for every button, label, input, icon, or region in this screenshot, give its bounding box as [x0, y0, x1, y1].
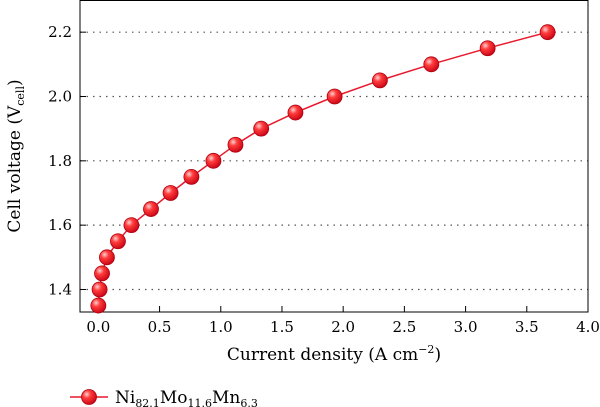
- data-point: [94, 265, 110, 282]
- x-tick-label: 1.0: [209, 318, 233, 336]
- y-axis-title: Cell voltage (Vcell): [5, 79, 27, 232]
- data-point: [423, 56, 440, 73]
- data-point: [539, 24, 556, 41]
- x-axis-title-main: Current density (A cm: [227, 345, 418, 365]
- legend-label-element: Ni: [115, 388, 136, 407]
- y-axis: 1.4 1.6 1.8 2.0 2.2: [48, 23, 86, 298]
- y-tick-label: 1.4: [48, 280, 72, 298]
- data-point: [123, 217, 140, 234]
- data-point: [90, 297, 107, 314]
- legend: Ni82.1Mo11.6Mn6.3: [70, 388, 258, 407]
- legend-marker: [81, 389, 97, 405]
- x-tick-label: 3.0: [454, 318, 478, 336]
- y-tick-label: 2.0: [48, 87, 72, 105]
- legend-label-subscript: 6.3: [240, 397, 258, 407]
- data-point: [91, 281, 108, 298]
- data-point: [162, 185, 179, 201]
- data-point: [253, 120, 270, 137]
- x-axis: 0.0 0.5 1.0 1.5 2.0 2.5 3.0 3.5 4.0: [86, 306, 600, 336]
- x-tick-label: 0.0: [86, 318, 110, 336]
- plot-area-frame: [79, 0, 589, 313]
- x-tick-label: 1.5: [270, 318, 294, 336]
- legend-label-subscript: 11.6: [187, 397, 212, 407]
- y-tick-label: 1.8: [48, 152, 72, 170]
- y-axis-title-tail: ): [5, 79, 25, 86]
- data-point: [372, 72, 388, 89]
- data-point: [326, 88, 343, 105]
- data-series: [90, 24, 556, 314]
- x-axis-title: Current density (A cm−2): [227, 343, 441, 365]
- series-line: [97, 31, 548, 306]
- x-tick-label: 4.0: [576, 318, 600, 336]
- legend-label-element: Mn: [212, 388, 240, 407]
- x-axis-title-sup: −2: [418, 343, 434, 356]
- x-axis-title-tail: ): [434, 345, 441, 365]
- y-axis-title-main: Cell voltage (V: [5, 105, 25, 233]
- data-point: [205, 152, 222, 169]
- grid-lines: [80, 31, 588, 291]
- y-tick-label: 2.2: [48, 23, 72, 41]
- data-point: [110, 233, 126, 250]
- data-point: [479, 40, 496, 57]
- legend-label-element: Mo: [160, 388, 188, 407]
- data-point: [99, 249, 115, 266]
- y-tick-label: 1.6: [48, 216, 72, 234]
- data-point: [227, 136, 244, 153]
- data-point: [143, 201, 159, 217]
- x-tick-label: 2.5: [392, 318, 416, 336]
- legend-label: Ni82.1Mo11.6Mn6.3: [115, 388, 258, 407]
- data-point: [287, 104, 304, 121]
- y-axis-title-sub: cell: [14, 86, 27, 106]
- x-tick-label: 2.0: [331, 318, 355, 336]
- x-tick-label: 0.5: [148, 318, 172, 336]
- data-point: [183, 169, 200, 185]
- legend-label-subscript: 82.1: [135, 397, 160, 407]
- x-tick-label: 3.5: [515, 318, 539, 336]
